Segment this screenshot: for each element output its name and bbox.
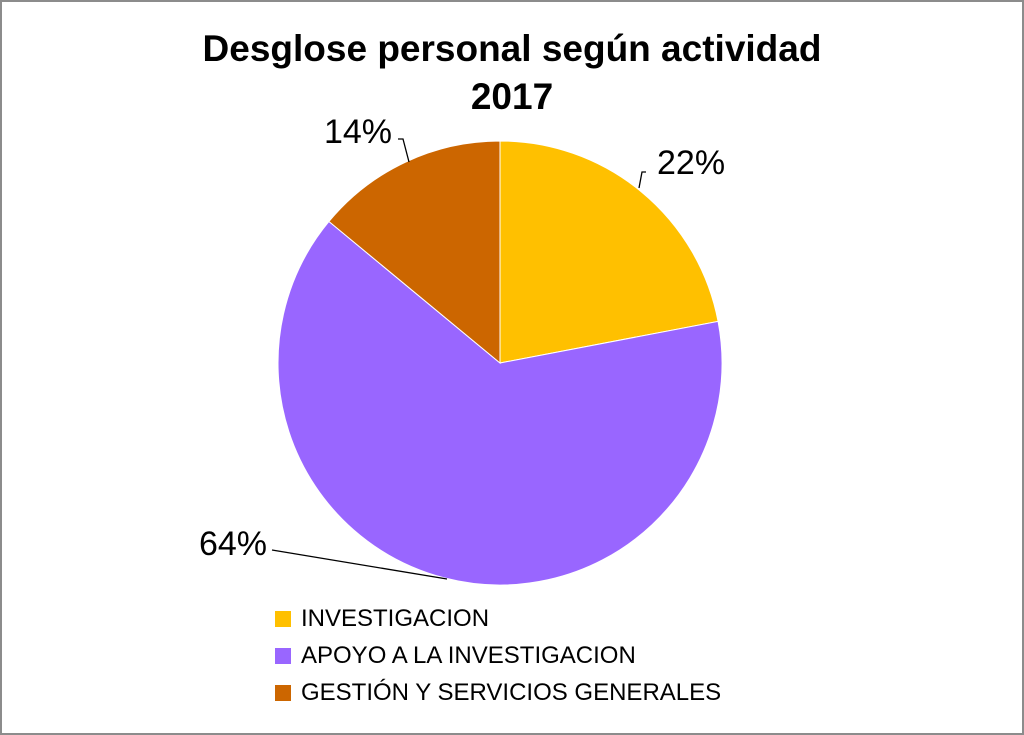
leader-line-1 — [271, 549, 448, 580]
legend-item-0: INVESTIGACION — [275, 600, 721, 637]
leader-line-2 — [398, 138, 410, 163]
data-label-2: 14% — [324, 113, 392, 151]
legend-item-2: GESTIÓN Y SERVICIOS GENERALES — [275, 674, 721, 711]
legend-swatch-0 — [275, 610, 291, 627]
pie-slice-2 — [328, 140, 501, 365]
chart-legend: INVESTIGACION APOYO A LA INVESTIGACION GES… — [275, 600, 721, 711]
legend-swatch-1 — [275, 647, 291, 664]
leader-line-0 — [638, 171, 646, 189]
legend-label-0: INVESTIGACION — [301, 604, 490, 632]
legend-item-1: APOYO A LA INVESTIGACION — [275, 637, 721, 674]
chart-title: Desglose personal según actividad — [202, 28, 822, 69]
data-label-0: 22% — [657, 144, 725, 182]
legend-label-1: APOYO A LA INVESTIGACION — [301, 641, 636, 669]
data-label-1: 64% — [199, 525, 267, 563]
pie-slice-0 — [499, 140, 719, 364]
chart-subtitle: 2017 — [470, 76, 554, 117]
legend-swatch-2 — [275, 684, 291, 701]
legend-label-2: GESTIÓN Y SERVICIOS GENERALES — [301, 678, 722, 706]
